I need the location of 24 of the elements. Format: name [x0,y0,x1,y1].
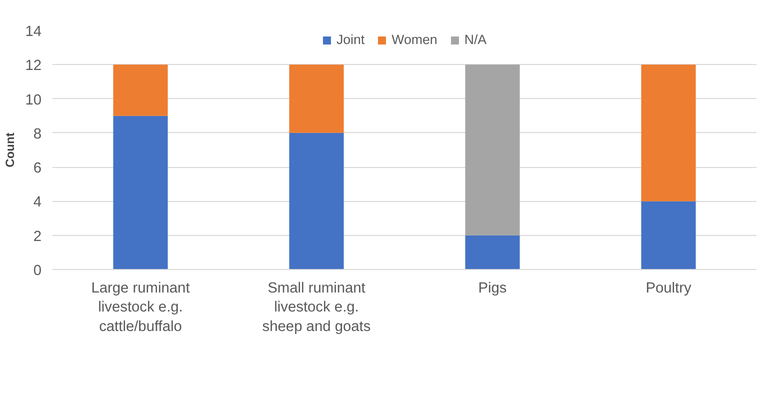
y-tick-label: 10 [25,92,42,108]
legend-label: Joint [336,32,365,47]
x-tick-label: Pigs [478,280,507,296]
y-axis-title: Count [3,132,18,168]
y-tick-label: 8 [33,126,42,142]
bar [465,64,520,236]
bar [113,64,168,116]
bar [641,201,696,270]
y-tick-label: 0 [33,263,42,279]
bar [289,64,344,133]
x-tick-label: Small ruminant livestock e.g. sheep and goats [262,280,371,335]
y-tick-label: 12 [25,58,42,74]
x-tick-label: Poultry [646,280,692,296]
bar [113,116,168,270]
x-tick-label: Large ruminant livestock e.g. cattle/buffalo [91,280,190,335]
y-tick-label: 14 [25,24,42,40]
bar [641,64,696,202]
bar [289,132,344,270]
bar [465,235,520,270]
legend-label: N/A [464,32,487,47]
y-tick-label: 4 [33,194,42,211]
y-tick-label: 6 [33,160,42,177]
legend-label: Women [392,32,438,47]
y-tick-label: 2 [33,228,42,245]
